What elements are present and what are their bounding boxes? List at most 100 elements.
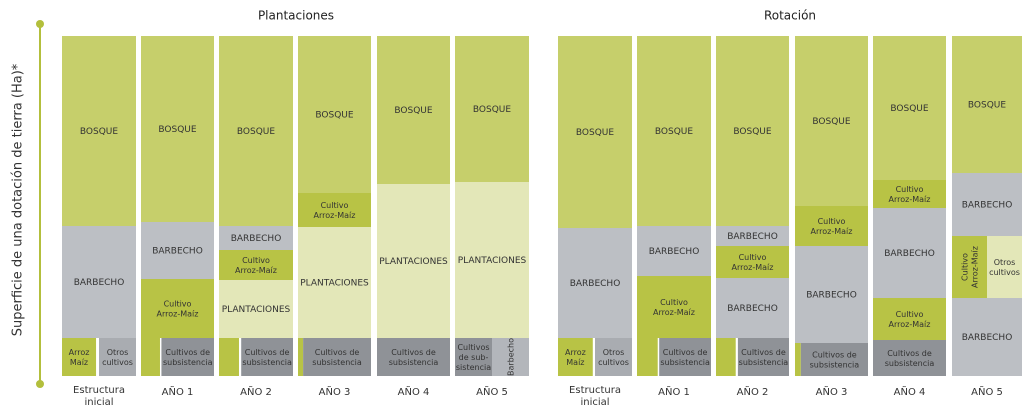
block-label-line: Cultivo	[739, 253, 767, 262]
block-label-line: BARBECHO	[727, 232, 778, 242]
block-label: Otros cultivos	[102, 348, 133, 367]
land-block	[141, 338, 160, 376]
land-block	[716, 246, 789, 278]
land-block	[62, 338, 97, 376]
land-block	[377, 184, 450, 338]
block-label-line: Cultivos de	[315, 348, 360, 357]
column-label: AÑO 2	[737, 385, 769, 398]
block-label: BOSQUE	[968, 100, 1006, 110]
land-block	[219, 250, 293, 280]
block-label-line: Cultivo	[896, 185, 924, 194]
column-label-line: AÑO 5	[971, 385, 1003, 398]
column-label-line: AÑO 4	[398, 385, 430, 398]
block-label-line: BARBECHO	[806, 290, 857, 300]
land-block	[595, 338, 632, 376]
block-label-line: Arroz-Maíz	[811, 227, 853, 236]
block-label: Cultivos de subsistencia	[242, 348, 292, 367]
block-label-line: BARBECHO	[727, 304, 778, 314]
block-label-line: BOSQUE	[968, 100, 1006, 110]
block-label-line: BOSQUE	[733, 127, 771, 137]
block-label-line: BARBECHO	[649, 247, 700, 257]
land-block	[303, 338, 371, 376]
block-label-line: subsistencia	[739, 358, 789, 367]
block-label: BARBECHO	[727, 232, 778, 242]
column-label: AÑO 5	[476, 385, 508, 398]
land-block	[377, 36, 450, 184]
land-block	[62, 36, 136, 226]
land-block	[298, 227, 371, 338]
column-label-line: inicial	[84, 397, 113, 408]
block-label-line: BARBECHO	[962, 200, 1013, 210]
block-label-line: subsistencia	[660, 358, 710, 367]
block-label: BOSQUE	[655, 127, 693, 137]
column-label-line: AÑO 1	[162, 385, 194, 398]
land-block	[873, 298, 946, 340]
block-label-line: Maíz	[70, 358, 88, 367]
block-label-line: Cultivos de	[887, 349, 932, 358]
block-label: Arroz Maíz	[69, 348, 90, 367]
block-label: PLANTACIONES	[222, 305, 291, 315]
axis-dot	[36, 380, 44, 388]
block-label: BARBECHO	[74, 278, 125, 288]
column-label: AÑO 2	[240, 385, 272, 398]
block-label-line: Arroz-Maíz	[157, 309, 199, 318]
block-label-line: subsistencia	[885, 359, 935, 368]
panel-title: Rotación	[764, 9, 816, 23]
land-block	[873, 180, 946, 208]
block-label-line: Arroz-Maíz	[889, 320, 931, 329]
land-block	[298, 36, 371, 193]
land-block	[795, 246, 868, 343]
column-label: AÑO 1	[658, 385, 690, 398]
column-label: AÑO 1	[162, 385, 194, 398]
block-label: BOSQUE	[158, 125, 196, 135]
column-label-line: AÑO 3	[816, 385, 848, 398]
block-label-line: BOSQUE	[237, 127, 275, 137]
block-label-line: Cultivo	[164, 299, 192, 308]
column-label-line: AÑO 4	[894, 385, 926, 398]
block-label: BOSQUE	[394, 106, 432, 116]
land-block	[952, 36, 1022, 173]
land-block	[637, 36, 711, 226]
land-block	[455, 182, 529, 338]
block-label-line: Arroz-Maíz	[732, 263, 774, 272]
block-label: PLANTACIONES	[300, 278, 369, 288]
block-label: BARBECHO	[884, 249, 935, 259]
block-label-line: PLANTACIONES	[300, 278, 369, 288]
block-label-line: Arroz	[565, 348, 586, 357]
land-block	[141, 222, 214, 279]
block-label-line: Maíz	[566, 358, 584, 367]
land-block	[987, 236, 1022, 298]
land-block	[637, 226, 711, 276]
block-label-line: subsistencia	[312, 358, 362, 367]
block-label: CultivoArroz-Maíz	[960, 246, 979, 288]
land-block	[873, 340, 946, 376]
block-label-line: BOSQUE	[473, 105, 511, 115]
block-label: Barbecho	[506, 338, 515, 376]
land-block	[873, 208, 946, 298]
block-label-line: BOSQUE	[890, 104, 928, 114]
land-block	[716, 226, 789, 246]
column-label: AÑO 4	[398, 385, 430, 398]
block-label: BARBECHO	[962, 333, 1013, 343]
block-label-line: Barbecho	[506, 338, 515, 376]
block-label: Cultivos de subsistencia	[312, 348, 362, 367]
land-block	[62, 226, 136, 338]
block-label-line: cultivos	[102, 358, 133, 367]
block-label-line: BARBECHO	[962, 333, 1013, 343]
land-block	[141, 279, 214, 338]
block-label-line: subsistencia	[163, 358, 213, 367]
block-label-line: subsistencia	[810, 360, 860, 369]
block-label-line: Cultivos de	[663, 348, 708, 357]
block-label: BARBECHO	[806, 290, 857, 300]
block-label-line: subsistencia	[389, 358, 439, 367]
land-block	[492, 338, 529, 376]
land-block	[716, 338, 736, 376]
block-label: Cultivos de sub-sistencia	[456, 343, 491, 372]
land-block	[298, 338, 304, 376]
block-label-line: BOSQUE	[576, 128, 614, 138]
